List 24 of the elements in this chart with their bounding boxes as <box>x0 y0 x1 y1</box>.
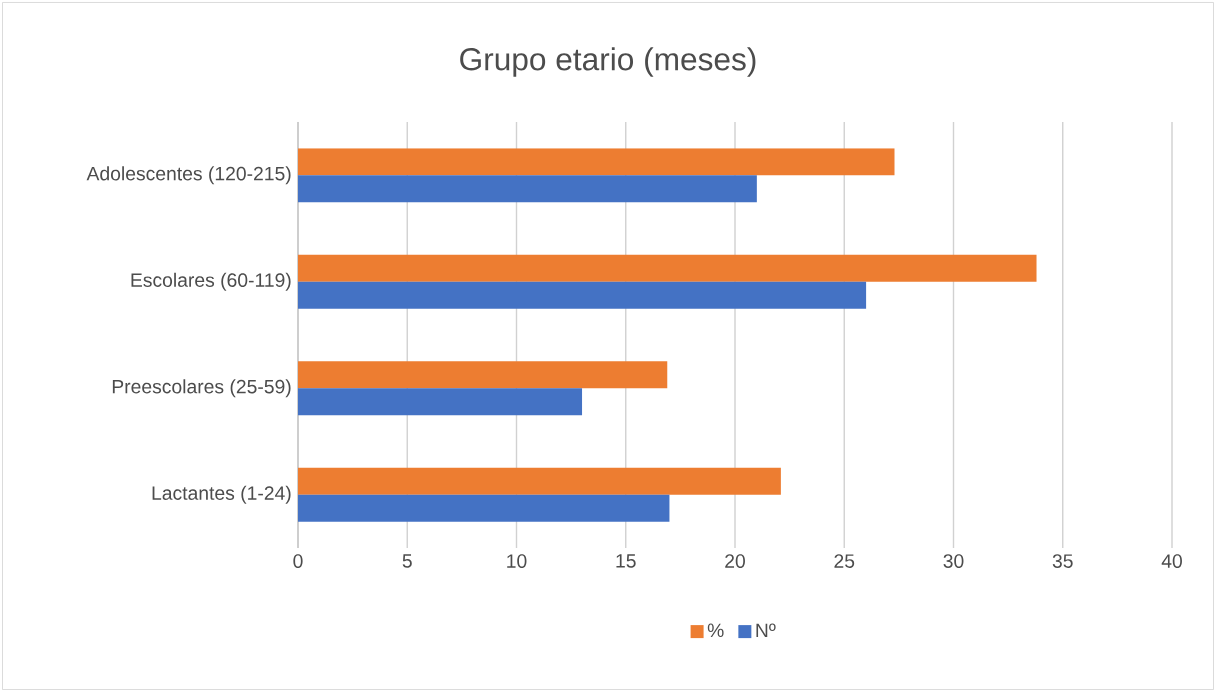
y-tick-label: Lactantes (1-24) <box>152 485 291 504</box>
x-tick-label: 10 <box>507 554 527 568</box>
x-tick-label: 15 <box>616 554 636 568</box>
bar <box>298 148 895 176</box>
x-tick-label: 30 <box>943 554 964 568</box>
x-tick-label: 5 <box>402 554 412 568</box>
x-tick-label: 0 <box>293 554 303 568</box>
bar <box>298 361 668 389</box>
bar <box>298 388 583 416</box>
bar <box>298 175 757 203</box>
legend-label: Nº <box>756 623 776 638</box>
bar <box>298 467 781 495</box>
y-tick-label: Adolescentes (120-215) <box>86 166 291 185</box>
bar <box>298 494 670 522</box>
bar <box>298 254 1037 282</box>
bar <box>298 281 867 309</box>
chart-title: Grupo etario (meses) <box>460 47 756 77</box>
y-tick-label: Escolares (60-119) <box>131 272 291 291</box>
legend-label: % <box>707 623 724 638</box>
y-tick-label: Preescolares (25-59) <box>112 379 291 398</box>
x-tick-label: 40 <box>1161 554 1182 568</box>
x-tick-label: 35 <box>1052 554 1073 568</box>
x-tick-label: 20 <box>725 554 745 568</box>
x-tick-label: 25 <box>834 554 855 568</box>
